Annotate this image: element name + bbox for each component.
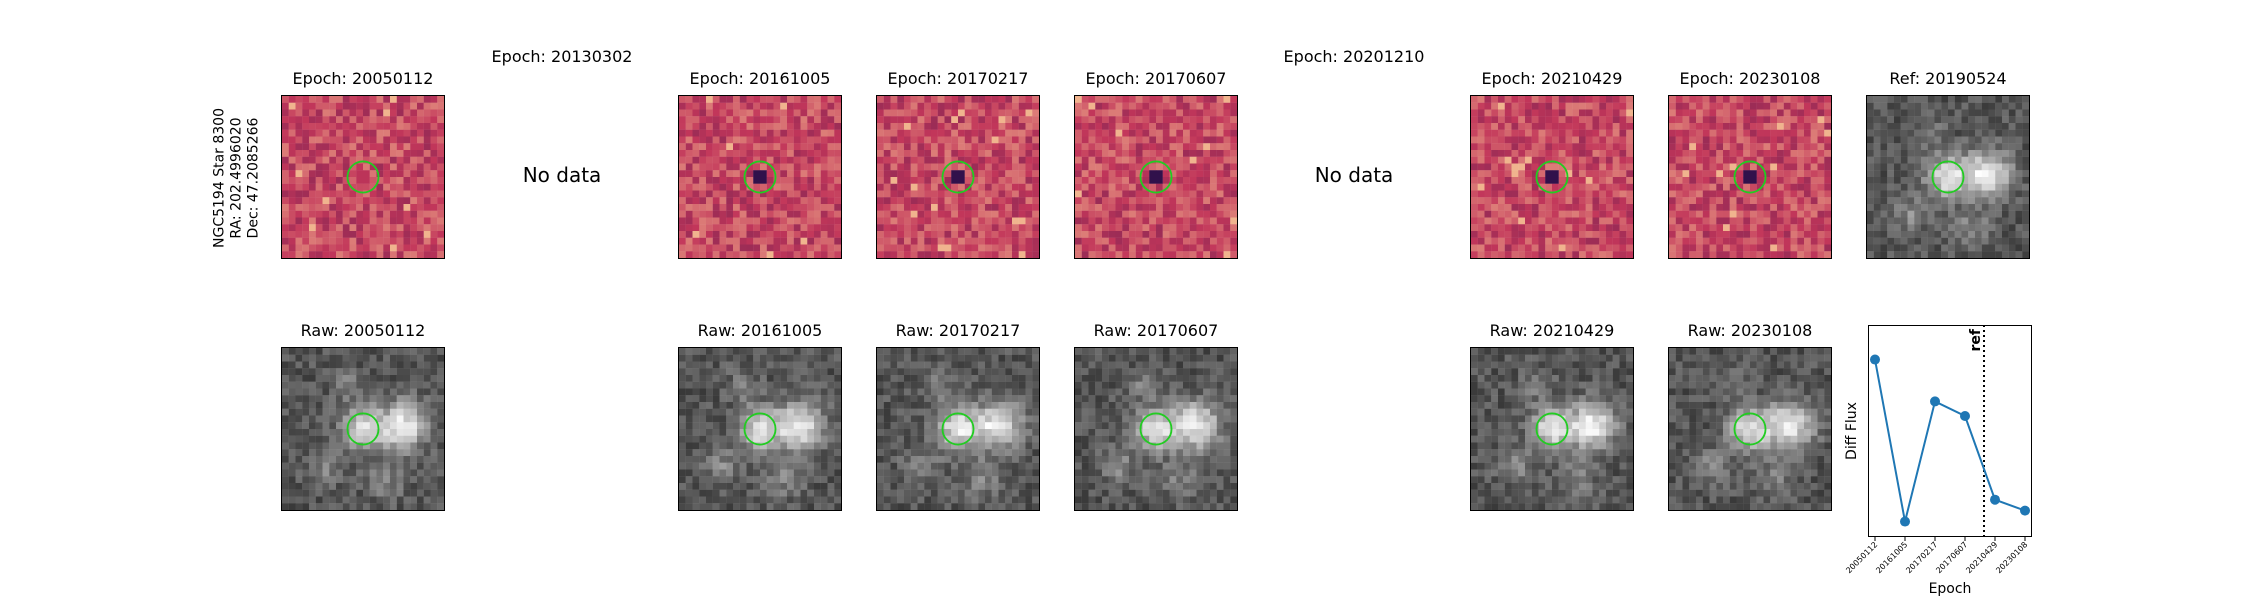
target-circle	[743, 412, 777, 446]
image-frame	[1074, 95, 1238, 259]
raw-title: Raw: 20050112	[300, 321, 426, 340]
raw-panel: Raw: 20210429	[1470, 321, 1634, 511]
epoch-title: Epoch: 20170217	[887, 69, 1029, 88]
target-circle	[1733, 160, 1767, 194]
difference-image	[282, 96, 444, 258]
image-frame	[876, 347, 1040, 511]
raw-panel: Raw: 20161005	[678, 321, 842, 511]
raw-image	[1471, 348, 1633, 510]
x-tick-label: 20230108	[1994, 540, 2029, 575]
reference-panel: Ref: 20190524	[1866, 69, 2030, 259]
epoch-title: Ref: 20190524	[1889, 69, 2007, 88]
target-circle	[1535, 412, 1569, 446]
raw-image	[1075, 348, 1237, 510]
epoch-title: Epoch: 20050112	[292, 69, 434, 88]
star-info-label: NGC5194 Star 8300 RA: 202.4996020 Dec: 4…	[212, 108, 263, 248]
image-frame	[1074, 347, 1238, 511]
raw-image	[679, 348, 841, 510]
raw-panel: Raw: 20050112	[281, 321, 445, 511]
target-circle	[1139, 412, 1173, 446]
star-ra: RA: 202.4996020	[228, 117, 245, 239]
no-data-label: No data	[522, 163, 602, 187]
ref-line-label: ref	[1968, 328, 1984, 351]
epoch-panel: Epoch: 20161005	[678, 69, 842, 259]
image-frame	[281, 95, 445, 259]
light-curve-chart: ref2005011220161005201702172017060720210…	[1844, 325, 2030, 597]
series-line	[1874, 359, 2026, 522]
epoch-title: Epoch: 20170607	[1085, 69, 1227, 88]
epoch-title: Epoch: 20210429	[1481, 69, 1623, 88]
y-axis-label: Diff Flux	[1844, 402, 1860, 460]
star-dec: Dec: 47.2085266	[245, 117, 262, 239]
image-frame	[876, 95, 1040, 259]
raw-panel: Raw: 20230108	[1668, 321, 1832, 511]
difference-image	[679, 96, 841, 258]
data-point	[1900, 516, 1910, 527]
image-frame	[678, 347, 842, 511]
epoch-panel: Epoch: 20210429	[1470, 69, 1634, 259]
image-frame	[1470, 95, 1634, 259]
difference-image	[1669, 96, 1831, 258]
difference-image	[1471, 96, 1633, 258]
data-point	[1960, 410, 1970, 421]
epoch-title: Epoch: 20230108	[1679, 69, 1821, 88]
raw-title: Raw: 20161005	[697, 321, 823, 340]
image-frame	[1668, 95, 1832, 259]
target-circle	[743, 160, 777, 194]
light-curve-axes	[1868, 325, 2032, 537]
raw-title: Raw: 20170607	[1093, 321, 1219, 340]
epoch-panel: Epoch: 20170607	[1074, 69, 1238, 259]
difference-image	[1075, 96, 1237, 258]
data-point	[1990, 494, 2000, 505]
target-circle	[1931, 160, 1965, 194]
image-frame	[1470, 347, 1634, 511]
target-circle	[1139, 160, 1173, 194]
epoch-title: Epoch: 20201210	[1283, 47, 1425, 66]
target-circle	[1535, 160, 1569, 194]
star-name: NGC5194 Star 8300	[211, 108, 228, 248]
data-point	[1930, 396, 1940, 407]
raw-panel: Raw: 20170217	[876, 321, 1040, 511]
epoch-title: Epoch: 20161005	[689, 69, 831, 88]
raw-title: Raw: 20230108	[1687, 321, 1813, 340]
image-frame	[281, 347, 445, 511]
raw-title: Raw: 20210429	[1489, 321, 1615, 340]
epoch-panel: Epoch: 20050112	[281, 69, 445, 259]
image-frame	[678, 95, 842, 259]
raw-image	[877, 348, 1039, 510]
raw-image	[282, 348, 444, 510]
raw-panel: Raw: 20170607	[1074, 321, 1238, 511]
data-point	[2020, 505, 2030, 516]
data-point	[1870, 354, 1880, 365]
epoch-panel: Epoch: 20230108	[1668, 69, 1832, 259]
target-circle	[941, 412, 975, 446]
target-circle	[346, 160, 380, 194]
epoch-panel: Epoch: 20170217	[876, 69, 1040, 259]
target-circle	[346, 412, 380, 446]
raw-image	[1867, 96, 2029, 258]
difference-image	[877, 96, 1039, 258]
image-frame	[1668, 347, 1832, 511]
x-axis-label: Epoch	[1929, 581, 1972, 597]
no-data-label: No data	[1314, 163, 1394, 187]
target-circle	[941, 160, 975, 194]
raw-title: Raw: 20170217	[895, 321, 1021, 340]
raw-image	[1669, 348, 1831, 510]
target-circle	[1733, 412, 1767, 446]
epoch-title: Epoch: 20130302	[491, 47, 633, 66]
image-frame	[1866, 95, 2030, 259]
